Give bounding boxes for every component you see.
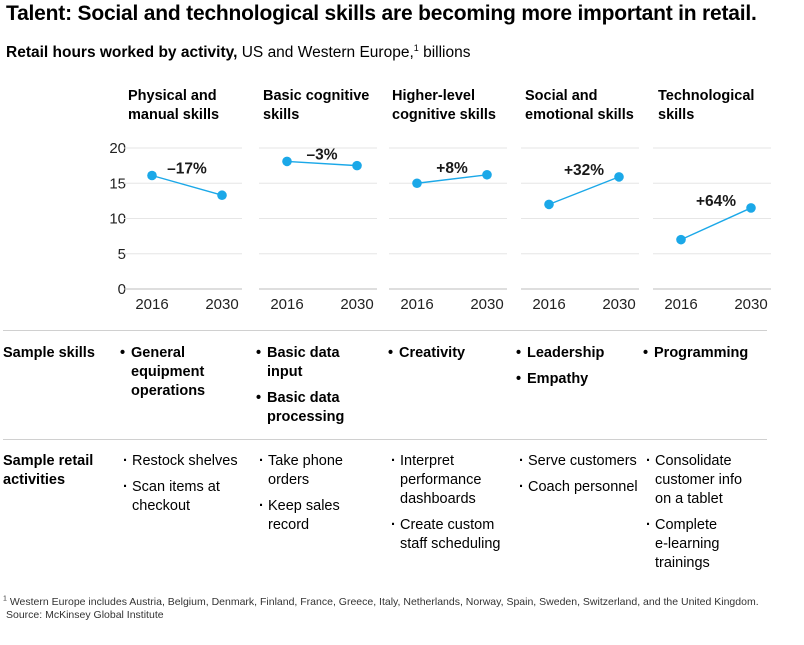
- change-label: +32%: [564, 162, 604, 179]
- y-tick-label: 0: [118, 281, 126, 298]
- series-line: [416, 174, 488, 184]
- source-line: Source: McKinsey Global Institute: [6, 609, 164, 621]
- x-tick-label: 2030: [602, 296, 635, 313]
- panel-title: Technological skills: [658, 88, 755, 123]
- y-tick-label: 5: [118, 246, 126, 263]
- skill-item: Empathy: [516, 370, 642, 389]
- x-tick-label: 2016: [400, 296, 433, 313]
- subtitle-bold: Retail hours worked by activity,: [6, 44, 238, 61]
- activity-item: Coach personnel: [519, 478, 647, 497]
- divider-top: [3, 330, 767, 331]
- data-point: [412, 178, 422, 189]
- y-tick-label: 20: [109, 140, 126, 157]
- x-tick-label: 2030: [470, 296, 503, 313]
- x-tick-label: 2016: [664, 296, 697, 313]
- series-line: [286, 160, 358, 167]
- panel-title: Higher-level cognitive skills: [392, 88, 496, 123]
- activity-item: Restock shelves: [123, 452, 251, 471]
- subtitle-regular: US and Western Europe,: [237, 44, 414, 61]
- divider-bottom: [3, 439, 767, 440]
- y-tick-label: 15: [109, 175, 126, 192]
- panel-title: Social and emotional skills: [525, 88, 634, 123]
- data-point: [147, 170, 157, 181]
- panel-title: Basic cognitive skills: [263, 88, 370, 123]
- small-multiples-chart: 0 5 10 15 20 2016 2030 –17% 2016 2030 –3% 2016 2030 +…: [109, 140, 771, 313]
- row-label-sample-activities: Sample retail activities: [3, 453, 94, 488]
- series-line: [680, 207, 752, 241]
- x-tick-label: 2030: [205, 296, 238, 313]
- change-label: –3%: [306, 146, 337, 163]
- x-tick-label: 2016: [270, 296, 303, 313]
- data-point: [482, 169, 492, 180]
- x-tick-label: 2016: [532, 296, 565, 313]
- skill-item: Leadership: [516, 344, 642, 363]
- footnote-text: 1 Western Europe includes Austria, Belgi…: [3, 596, 759, 609]
- activity-item: Serve customers: [519, 452, 647, 471]
- x-tick-label: 2030: [340, 296, 373, 313]
- data-point: [352, 160, 362, 171]
- chart-title: Talent: Social and technological skills …: [6, 2, 757, 25]
- footnote-body: Western Europe includes Austria, Belgium…: [6, 596, 759, 608]
- series-line: [151, 174, 223, 196]
- footnote-marker: 1: [3, 595, 7, 603]
- data-point: [544, 199, 554, 210]
- data-point: [282, 156, 292, 167]
- sample-skills-list: Leadership Empathy: [516, 344, 642, 396]
- data-point: [217, 190, 227, 201]
- change-label: –17%: [167, 160, 207, 177]
- skill-item: Creativity: [388, 344, 514, 363]
- chart-subtitle: Retail hours worked by activity, US and …: [6, 42, 471, 62]
- data-point: [614, 172, 624, 182]
- y-tick-label: 10: [109, 211, 126, 228]
- sample-skills-list: Creativity: [388, 344, 514, 370]
- sample-skills-list: Programming: [643, 344, 769, 370]
- row-label-sample-skills: Sample skills: [3, 345, 95, 361]
- skill-item: Programming: [643, 344, 769, 363]
- series-line: [548, 176, 620, 206]
- sample-activities-list: Serve customers Coach personnel: [519, 452, 647, 504]
- change-label: +8%: [436, 160, 468, 177]
- subtitle-footnote-marker: 1: [413, 42, 419, 53]
- change-label: +64%: [696, 193, 736, 210]
- footnote: 1 Western Europe includes Austria, Belgi…: [3, 596, 759, 622]
- panel-title: Physical and manual skills: [128, 88, 220, 123]
- data-point: [676, 234, 686, 245]
- data-point: [746, 203, 756, 213]
- x-tick-label: 2030: [734, 296, 767, 313]
- x-tick-label: 2016: [135, 296, 168, 313]
- subtitle-unit: billions: [418, 44, 471, 61]
